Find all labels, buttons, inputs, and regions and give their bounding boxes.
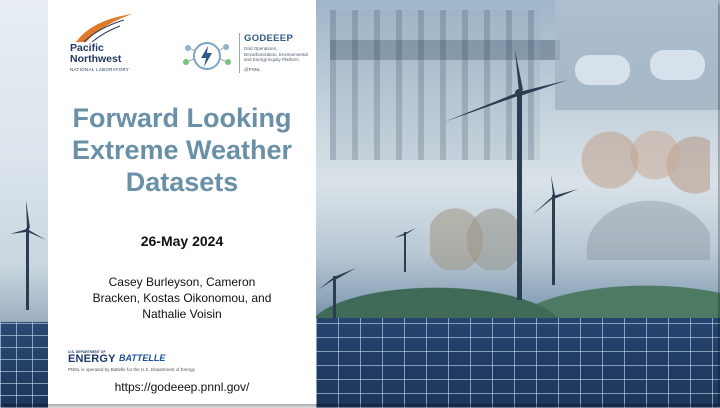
family-photo <box>560 110 710 260</box>
ev-plug <box>575 55 630 85</box>
pnnl-name-line-1: Pacific <box>70 42 104 54</box>
ev-charger-image <box>555 0 720 110</box>
website-link[interactable]: https://godeeep.pnnl.gov/ <box>114 380 250 394</box>
battelle-logo: BATTELLE <box>119 353 166 363</box>
godeeep-description: Grid Operations, Decarbonization, Enviro… <box>244 46 308 62</box>
doe-logo: U.S. DEPARTMENT OF ENERGY <box>68 350 116 365</box>
ev-plug <box>650 50 705 80</box>
wind-turbine-left <box>8 200 48 310</box>
authors: Casey Burleyson, Cameron Bracken, Kostas… <box>48 274 316 322</box>
authors-line-3: Nathalie Voisin <box>142 307 222 321</box>
presentation-date: 26-May 2024 <box>140 233 224 249</box>
slide-title: Forward Looking Extreme Weather Datasets <box>48 102 316 198</box>
pnnl-name-line-2: Northwest <box>70 53 122 65</box>
godeeep-lightning-icon <box>180 38 234 79</box>
wind-turbine <box>318 262 358 322</box>
solar-panels-right <box>316 318 720 408</box>
slide-title-line-1: Forward Looking <box>72 103 292 133</box>
godeeep-title: GODEEEP <box>244 33 294 44</box>
slide-title-line-2: Extreme Weather <box>71 135 293 165</box>
doe-logo-small-text: U.S. DEPARTMENT OF <box>68 350 106 354</box>
pnnl-swoosh-icon <box>74 12 134 49</box>
content-panel <box>48 0 316 408</box>
wind-turbine-small <box>393 222 417 272</box>
slide-title-line-3: Datasets <box>125 167 239 197</box>
dam-structure <box>330 40 560 60</box>
operated-by-text: PNNL is operated by Battelle for the U.S… <box>68 367 195 372</box>
doe-logo-energy-text: ENERGY <box>68 353 116 365</box>
dam-structure-columns <box>330 10 540 160</box>
godeeep-org: @PNNL <box>244 67 261 72</box>
pnnl-subtitle: NATIONAL LABORATORY <box>70 67 130 72</box>
solar-panels-left <box>0 322 48 408</box>
authors-line-2: Bracken, Kostas Oikonomou, and <box>92 291 272 305</box>
authors-line-1: Casey Burleyson, Cameron <box>108 275 256 289</box>
wind-turbine <box>530 175 580 285</box>
pnnl-logo-text: Pacific Northwest <box>70 43 121 65</box>
godeeep-divider <box>239 33 240 73</box>
wind-turbine-large <box>440 50 570 300</box>
